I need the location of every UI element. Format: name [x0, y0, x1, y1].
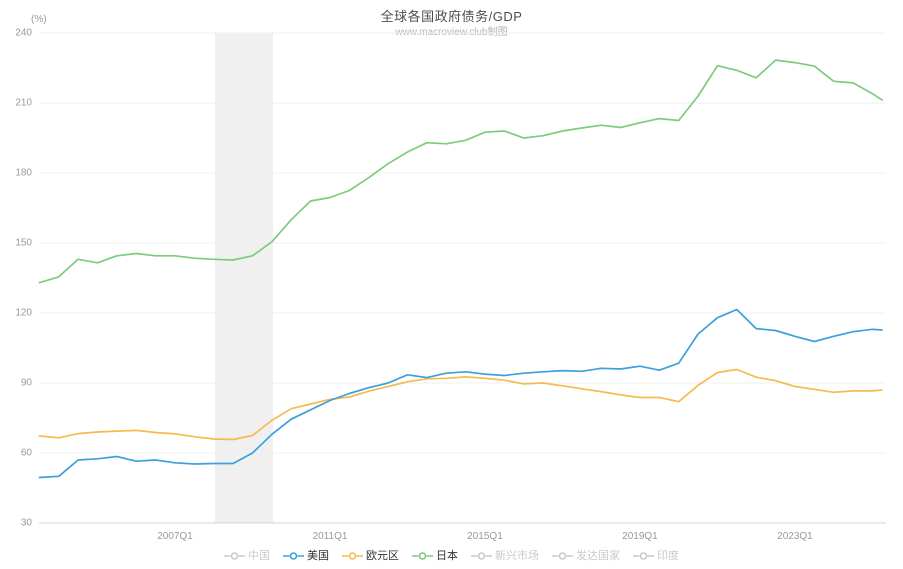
x-tick-label: 2011Q1	[312, 531, 348, 542]
series-line-us	[38, 308, 883, 479]
legend-item-label: 印度	[657, 550, 679, 562]
legend-item-emerging-markets[interactable]: 新兴市场	[471, 549, 539, 563]
y-tick-label: 120	[15, 307, 32, 319]
legend-item-label: 日本	[436, 550, 458, 562]
series-line-japan	[38, 59, 883, 284]
legend-item-label: 中国	[248, 550, 270, 562]
x-tick-label: 2015Q1	[467, 531, 503, 542]
series-line-eurozone	[38, 368, 883, 441]
y-tick-label: 60	[20, 447, 32, 459]
legend-item-label: 美国	[307, 550, 329, 562]
x-tick-label: 2007Q1	[157, 531, 193, 542]
x-tick-label: 2019Q1	[622, 531, 658, 542]
y-tick-label: 240	[15, 27, 32, 39]
legend-item-eurozone[interactable]: 欧元区	[342, 549, 399, 563]
line-series-icon	[471, 552, 492, 560]
y-tick-label: 210	[15, 97, 32, 109]
line-series-icon	[342, 552, 363, 560]
legend-item-china[interactable]: 中国	[224, 549, 270, 563]
recession-band	[214, 33, 273, 523]
legend-item-label: 新兴市场	[495, 550, 539, 562]
line-series-icon	[412, 552, 433, 560]
y-tick-label: 150	[15, 237, 32, 249]
legend-item-us[interactable]: 美国	[283, 549, 329, 563]
line-series-icon	[283, 552, 304, 560]
line-series-icon	[633, 552, 654, 560]
y-tick-label: 90	[20, 377, 32, 389]
chart-title: 全球各国政府债务/GDP	[380, 9, 523, 24]
line-series-icon	[552, 552, 573, 560]
line-series-icon	[224, 552, 245, 560]
legend-item-developed-countries[interactable]: 发达国家	[552, 549, 620, 563]
y-axis-unit-label: (%)	[31, 14, 47, 25]
y-tick-label: 180	[15, 167, 32, 179]
x-tick-label: 2023Q1	[777, 531, 813, 542]
y-tick-label: 30	[20, 517, 32, 529]
legend-item-label: 发达国家	[576, 550, 620, 562]
legend-item-japan[interactable]: 日本	[412, 549, 458, 563]
legend-item-india[interactable]: 印度	[633, 549, 679, 563]
legend-item-label: 欧元区	[366, 550, 399, 562]
legend: 中国 美国 欧元区 日本 新兴市场 发达国家 印度	[0, 549, 903, 563]
